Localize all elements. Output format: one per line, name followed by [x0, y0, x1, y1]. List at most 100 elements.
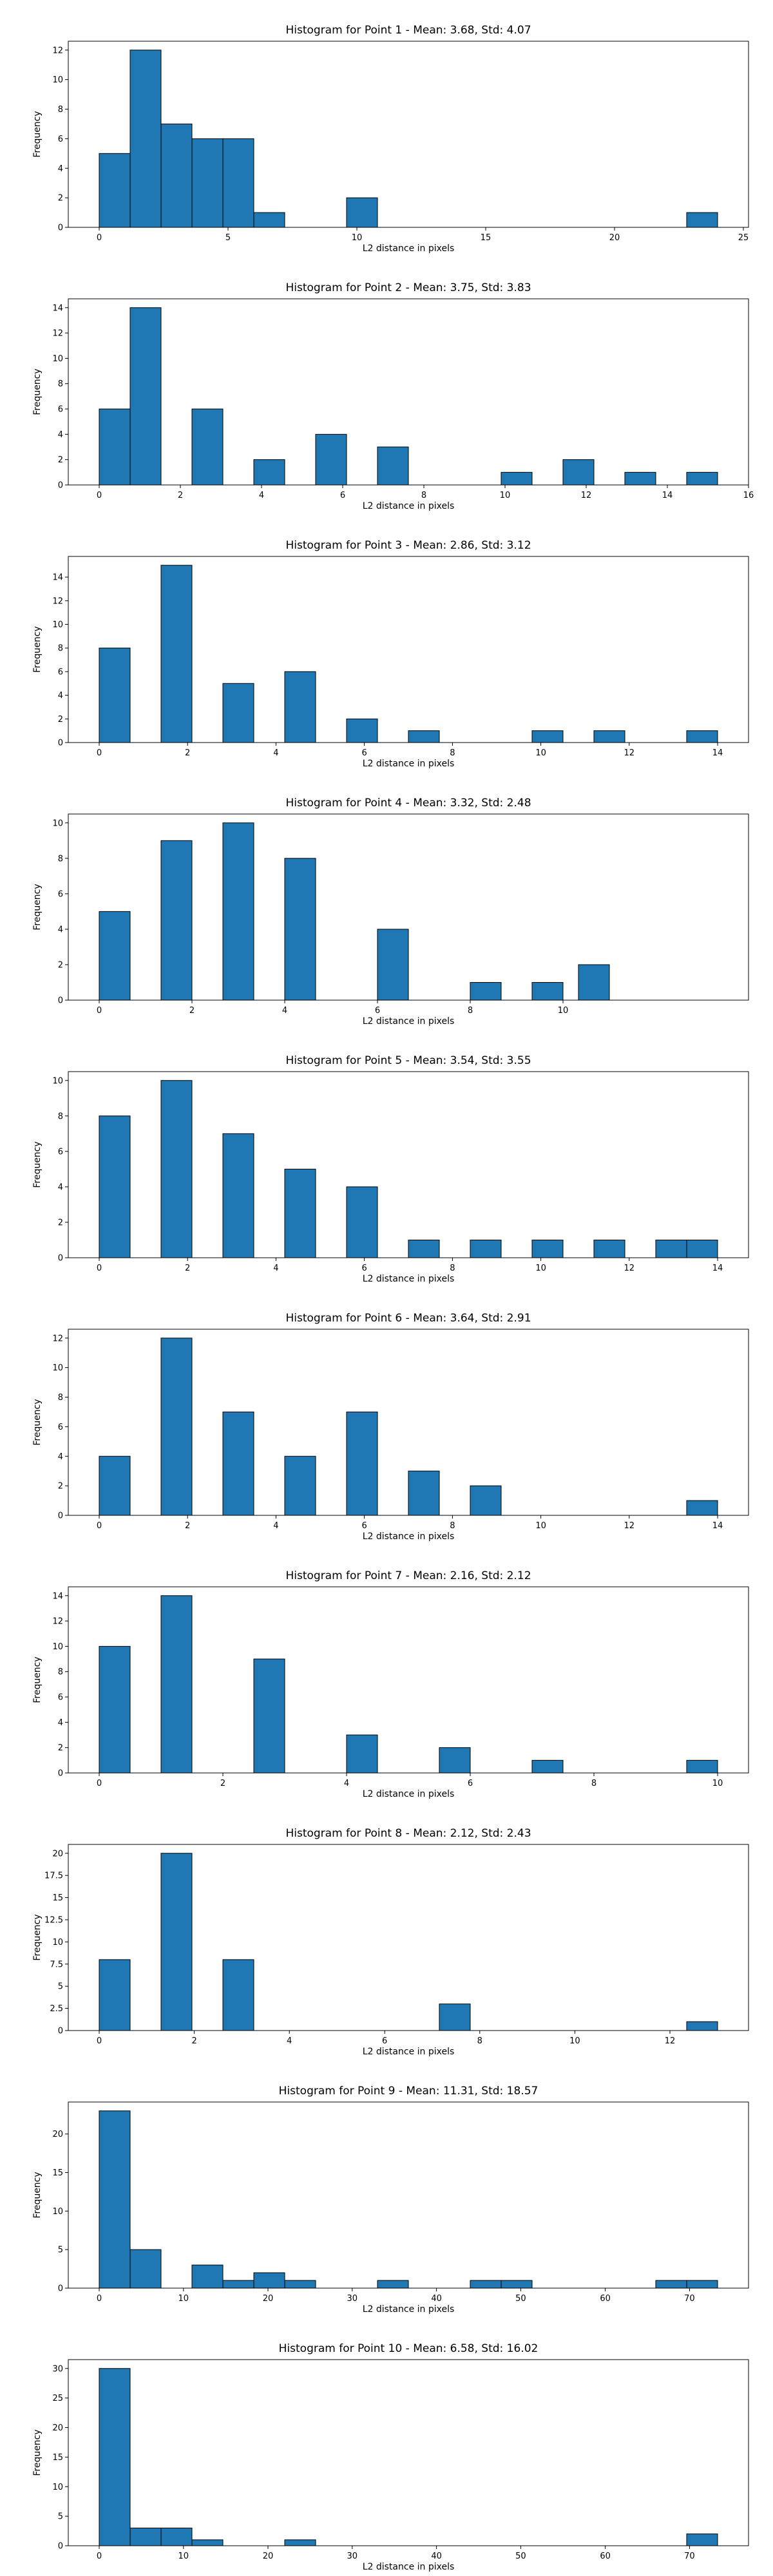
x-tick-label: 10 [535, 1264, 546, 1273]
histogram-bar [686, 2533, 718, 2546]
y-tick-label: 4 [58, 1452, 63, 1462]
x-tick-label: 12 [581, 491, 592, 500]
histogram-chart-2: Histogram for Point 2 - Mean: 3.75, Std:… [32, 281, 754, 511]
histogram-bar [315, 433, 347, 486]
plot-frame [68, 1586, 749, 1774]
x-tick-label: 4 [344, 1779, 349, 1788]
histogram-bar [408, 1239, 440, 1258]
x-tick-label: 8 [450, 1521, 455, 1531]
y-axis-label: Frequency [32, 111, 43, 157]
x-tick-label: 8 [468, 1006, 473, 1016]
y-tick-label: 0 [58, 2542, 63, 2552]
y-tick-label: 10 [52, 819, 63, 828]
x-tick-label: 0 [97, 2552, 102, 2561]
chart-title: Histogram for Point 2 - Mean: 3.75, Std:… [285, 281, 531, 294]
histogram-bar [99, 1645, 131, 1774]
x-tick-label: 6 [340, 491, 345, 500]
x-tick-label: 70 [684, 2552, 695, 2561]
y-tick-label: 12.5 [44, 1915, 63, 1925]
plot-frame [68, 298, 749, 486]
y-tick-label: 30 [52, 2364, 63, 2374]
y-tick-label: 4 [58, 430, 63, 440]
y-tick-label: 14 [52, 573, 63, 583]
x-axis-label: L2 distance in pixels [363, 501, 455, 511]
histogram-bar [531, 1239, 564, 1258]
histogram-bar [160, 565, 193, 743]
x-axis-label: L2 distance in pixels [363, 1016, 455, 1027]
histogram-bar [99, 153, 131, 228]
histogram-bar [222, 2280, 254, 2289]
plot-frame [68, 2101, 749, 2289]
histogram-bar [222, 1959, 254, 2031]
y-tick-label: 10 [52, 1363, 63, 1373]
y-tick-label: 5 [58, 2512, 63, 2522]
x-tick-label: 2 [185, 748, 190, 758]
y-tick-label: 10 [52, 1076, 63, 1086]
x-tick-label: 16 [743, 491, 754, 500]
x-axis-label: L2 distance in pixels [363, 2047, 455, 2057]
x-tick-label: 14 [662, 491, 673, 500]
y-tick-label: 2 [58, 960, 63, 970]
x-tick-label: 40 [431, 2552, 442, 2561]
y-tick-label: 4 [58, 691, 63, 701]
y-axis-label: Frequency [32, 2172, 43, 2218]
histogram-bar [160, 1338, 193, 1516]
chart-title: Histogram for Point 5 - Mean: 3.54, Std:… [285, 1054, 531, 1067]
x-tick-label: 60 [600, 2552, 611, 2561]
histogram-bar [377, 2280, 409, 2289]
histogram-bar [377, 929, 409, 1001]
x-tick-label: 2 [185, 1264, 190, 1273]
histogram-bar [160, 2527, 193, 2546]
y-axis-label: Frequency [32, 1914, 43, 1960]
histogram-bar [284, 1168, 316, 1258]
y-tick-label: 10 [52, 354, 63, 364]
histogram-bar [129, 50, 162, 228]
histogram-bar [160, 1853, 193, 2031]
histogram-chart-5: Histogram for Point 5 - Mean: 3.54, Std:… [32, 1054, 749, 1284]
histogram-bar [655, 1239, 687, 1258]
histogram-chart-4: Histogram for Point 4 - Mean: 3.32, Std:… [32, 797, 749, 1027]
y-tick-label: 0 [58, 739, 63, 748]
x-tick-label: 0 [97, 1264, 102, 1273]
histogram-bar [99, 2110, 131, 2289]
plot-frame [68, 2359, 749, 2546]
chart-title: Histogram for Point 9 - Mean: 11.31, Std… [279, 2085, 539, 2098]
y-tick-label: 6 [58, 667, 63, 677]
x-axis-label: L2 distance in pixels [363, 1789, 455, 1799]
histogram-bar [686, 471, 718, 486]
histogram-bar [253, 212, 285, 228]
histogram-bar [593, 1239, 625, 1258]
x-tick-label: 14 [712, 1264, 723, 1273]
x-tick-label: 0 [97, 491, 102, 500]
x-tick-label: 30 [347, 2552, 358, 2561]
x-tick-label: 12 [624, 748, 635, 758]
y-tick-label: 0 [58, 1769, 63, 1779]
histogram-bar [129, 2249, 162, 2289]
x-tick-label: 10 [178, 2552, 189, 2561]
histogram-bar [346, 1411, 378, 1516]
histogram-bar [686, 2021, 718, 2031]
y-tick-label: 12 [52, 46, 63, 55]
x-tick-label: 10 [352, 233, 363, 243]
x-tick-label: 0 [97, 233, 102, 243]
histogram-bar [99, 647, 131, 743]
y-tick-label: 6 [58, 135, 63, 144]
histogram-bar [222, 822, 254, 1001]
y-tick-label: 2 [58, 1218, 63, 1227]
x-tick-label: 4 [282, 1006, 287, 1016]
y-tick-label: 6 [58, 1423, 63, 1432]
chart-title: Histogram for Point 4 - Mean: 3.32, Std:… [285, 797, 531, 810]
x-tick-label: 40 [431, 2294, 442, 2304]
histogram-chart-10: Histogram for Point 10 - Mean: 6.58, Std… [32, 2342, 749, 2572]
x-axis-label: L2 distance in pixels [363, 2304, 455, 2315]
x-tick-label: 20 [263, 2294, 274, 2304]
chart-title: Histogram for Point 7 - Mean: 2.16, Std:… [285, 1569, 531, 1582]
histogram-bar [191, 2539, 224, 2546]
histogram-bar [686, 730, 718, 743]
x-tick-label: 6 [375, 1006, 380, 1016]
y-tick-label: 20 [52, 2423, 63, 2433]
y-tick-label: 8 [58, 644, 63, 654]
x-tick-label: 10 [535, 1521, 546, 1531]
histogram-bar [222, 138, 254, 228]
x-tick-label: 20 [609, 233, 620, 243]
